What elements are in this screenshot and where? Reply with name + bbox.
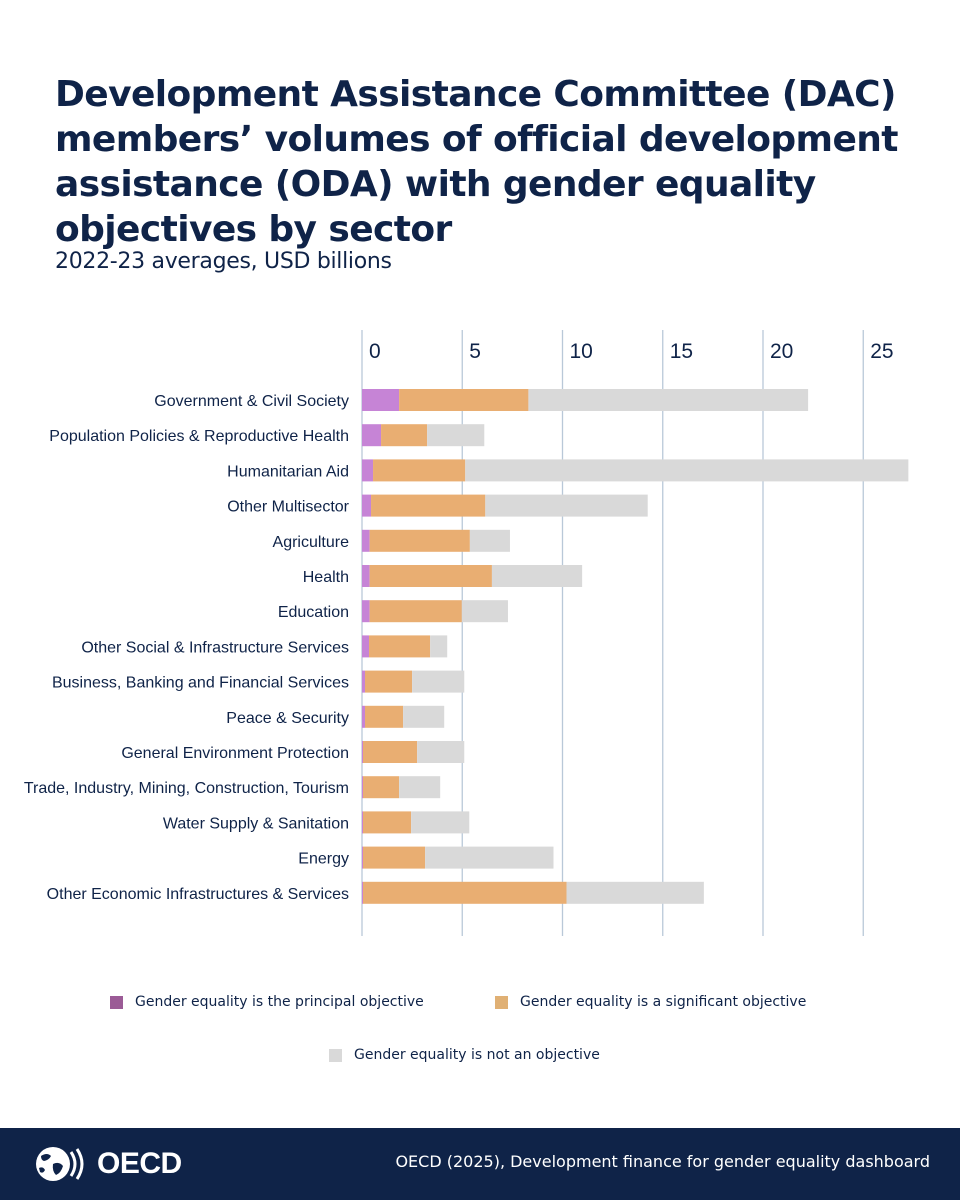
category-label: Water Supply & Sanitation xyxy=(163,815,349,832)
chart-subtitle: 2022-23 averages, USD billions xyxy=(55,249,392,274)
x-tick-label-5: 5 xyxy=(469,340,481,363)
bar-segment-not-objective xyxy=(430,635,448,658)
bar-chart: 0 5 10 15 20 25 Government & Civil Society Pop… xyxy=(24,330,909,936)
bar-segment-not-objective xyxy=(403,705,445,728)
bar-segment-not-objective xyxy=(411,811,470,834)
category-label: Trade, Industry, Mining, Construction, T… xyxy=(24,780,349,797)
source-citation: OECD (2025), Development finance for gen… xyxy=(395,1152,930,1171)
bar-segment-principal xyxy=(362,811,364,834)
bar-segment-significant xyxy=(365,670,413,693)
bar-segment-significant xyxy=(369,565,492,587)
legend-label-principal: Gender equality is the principal objecti… xyxy=(135,994,424,1010)
legend-label-not-objective: Gender equality is not an objective xyxy=(354,1047,600,1063)
bar-segment-significant xyxy=(371,494,486,517)
bar-segment-not-objective xyxy=(528,389,809,411)
x-tick-label-10: 10 xyxy=(570,340,593,363)
category-label: General Environment Protection xyxy=(121,745,349,762)
bar-segment-not-objective xyxy=(427,424,485,447)
oecd-logo[interactable]: OECD xyxy=(33,1144,182,1184)
bar-segment-principal xyxy=(362,389,400,411)
legend-label-significant: Gender equality is a significant objecti… xyxy=(520,994,807,1010)
legend-swatch-significant xyxy=(495,995,508,1009)
category-label: Health xyxy=(303,569,349,586)
bars xyxy=(362,389,909,904)
logo-text: OECD xyxy=(97,1147,182,1180)
legend-item-significant: Gender equality is a significant objecti… xyxy=(495,994,806,1010)
bar-segment-principal xyxy=(362,741,364,763)
oecd-globe-icon xyxy=(36,1147,84,1181)
category-label: Peace & Security xyxy=(226,710,349,727)
x-tick-label-0: 0 xyxy=(369,340,381,363)
bar-segment-significant xyxy=(363,776,400,799)
bar-segment-not-objective xyxy=(399,776,441,799)
bar-segment-principal xyxy=(362,529,370,552)
bar-segment-significant xyxy=(369,600,462,623)
footer-bar: OECD OECD (2025), Development finance fo… xyxy=(0,1128,960,1200)
x-tick-label-15: 15 xyxy=(670,340,693,363)
bar-segment-principal xyxy=(362,705,366,728)
bar-segment-principal xyxy=(362,776,364,799)
category-label: Government & Civil Society xyxy=(154,393,349,410)
chart-title: Development Assistance Committee (DAC) m… xyxy=(55,74,899,250)
gridlines xyxy=(361,330,864,936)
category-label: Other Social & Infrastructure Services xyxy=(81,639,349,656)
bar-segment-principal xyxy=(362,635,370,658)
bar-segment-principal xyxy=(362,881,364,904)
bar-segment-not-objective xyxy=(491,565,583,587)
category-label: Other Multisector xyxy=(227,499,349,516)
bar-segment-significant xyxy=(369,635,431,658)
x-tick-label-25: 25 xyxy=(870,340,893,363)
category-label: Energy xyxy=(298,851,349,868)
legend-item-not-objective: Gender equality is not an objective xyxy=(329,1047,600,1063)
bar-segment-not-objective xyxy=(566,881,704,904)
bar-segment-not-objective xyxy=(417,741,465,763)
category-label: Agriculture xyxy=(273,534,350,551)
bar-segment-significant xyxy=(363,811,412,834)
category-label: Business, Banking and Financial Services xyxy=(52,675,349,692)
category-labels: Government & Civil Society Population Pol… xyxy=(24,393,350,903)
bar-segment-significant xyxy=(363,846,426,869)
x-axis-ticks: 0 5 10 15 20 25 xyxy=(369,340,894,363)
bar-segment-principal xyxy=(362,494,372,517)
bar-segment-significant xyxy=(381,424,428,447)
bar-segment-not-objective xyxy=(425,846,554,869)
bar-segment-significant xyxy=(373,459,466,482)
category-label: Population Policies & Reproductive Healt… xyxy=(49,428,349,445)
category-label: Education xyxy=(278,604,349,621)
bar-segment-significant xyxy=(369,529,470,552)
category-label: Other Economic Infrastructures & Service… xyxy=(47,886,349,903)
category-label: Humanitarian Aid xyxy=(227,463,349,480)
bar-segment-principal xyxy=(362,670,366,693)
bar-segment-significant xyxy=(363,741,418,763)
legend-swatch-not-objective xyxy=(329,1048,342,1062)
bar-segment-not-objective xyxy=(465,459,909,482)
legend-swatch-principal xyxy=(110,995,123,1009)
bar-segment-not-objective xyxy=(485,494,648,517)
bar-segment-significant xyxy=(363,881,567,904)
bar-segment-not-objective xyxy=(461,600,508,623)
bar-segment-principal xyxy=(362,846,364,869)
bar-segment-principal xyxy=(362,565,370,587)
bar-segment-significant xyxy=(365,705,404,728)
bar-segment-not-objective xyxy=(469,529,510,552)
bar-segment-not-objective xyxy=(412,670,465,693)
x-tick-label-20: 20 xyxy=(770,340,793,363)
bar-segment-principal xyxy=(362,424,382,447)
bar-segment-significant xyxy=(399,389,529,411)
bar-segment-principal xyxy=(362,459,374,482)
legend-item-principal: Gender equality is the principal objecti… xyxy=(110,994,424,1010)
bar-segment-principal xyxy=(362,600,370,623)
